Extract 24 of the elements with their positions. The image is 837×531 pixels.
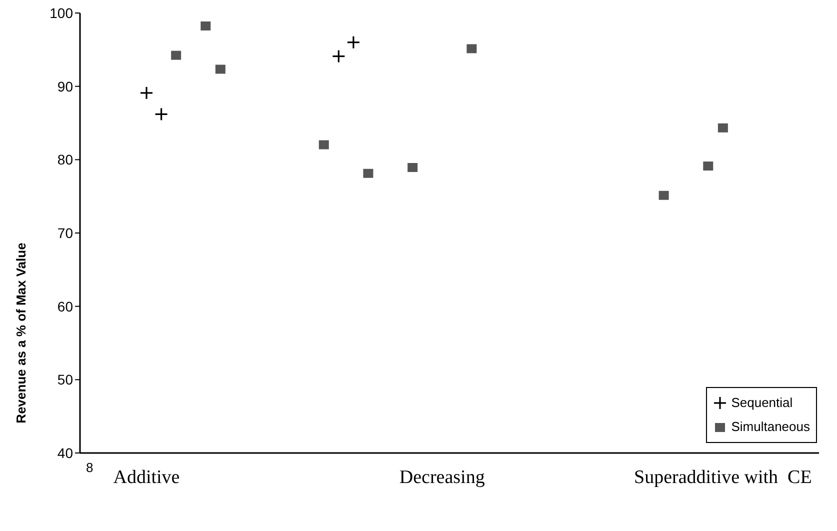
y-tick-label: 100 [50, 4, 74, 21]
y-tick-label: 50 [57, 372, 74, 388]
y-tick-label: 60 [57, 298, 74, 314]
point [703, 162, 714, 171]
x-tick-label: Additive [113, 467, 180, 488]
point [200, 21, 211, 30]
point [658, 190, 669, 200]
y-tick-label: 40 [57, 444, 74, 461]
y-axis-title: Revenue as a % of Max Value [14, 242, 29, 424]
point [466, 44, 477, 54]
point [171, 50, 182, 60]
point [363, 168, 374, 178]
x-tick-label: Decreasing [399, 467, 486, 488]
point [318, 140, 329, 150]
point [408, 163, 418, 172]
legend-label: Sequential [731, 394, 793, 412]
legend-label: Simultaneous [731, 418, 810, 436]
y-tick-label: 80 [57, 152, 74, 168]
point [718, 123, 728, 132]
point [215, 64, 226, 74]
x-tick-label: Superadditive with CE [634, 467, 812, 488]
y-tick-label: 90 [57, 78, 74, 94]
text: 8 [86, 460, 94, 475]
y-tick-label: 70 [57, 224, 74, 241]
